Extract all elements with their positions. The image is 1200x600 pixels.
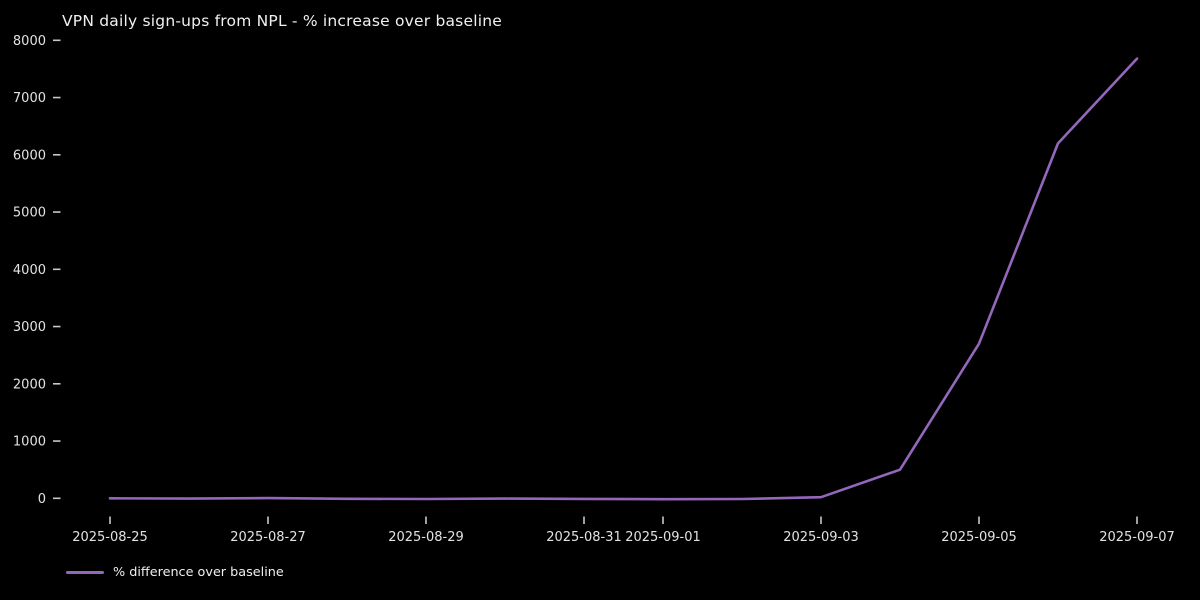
x-tick-label: 2025-09-03 (783, 530, 859, 545)
x-tick-label: 2025-08-31 (546, 530, 622, 545)
legend-label: % difference over baseline (113, 565, 284, 580)
y-tick-label: 5000 (13, 206, 46, 221)
x-tick-label: 2025-09-01 (625, 530, 701, 545)
x-tick-label: 2025-08-29 (388, 530, 464, 545)
y-tick-label: 0 (38, 492, 46, 507)
legend-line-swatch (66, 571, 104, 574)
y-tick-label: 7000 (13, 91, 46, 106)
y-tick-label: 8000 (13, 34, 46, 49)
data-line (108, 57, 1139, 501)
chart-title: VPN daily sign-ups from NPL - % increase… (62, 12, 502, 30)
y-tick-label: 1000 (13, 435, 46, 450)
x-tick-label: 2025-09-07 (1099, 530, 1175, 545)
y-tick-label: 4000 (13, 263, 46, 278)
y-tick-label: 6000 (13, 148, 46, 163)
y-tick-label: 2000 (13, 377, 46, 392)
x-tick-label: 2025-09-05 (941, 530, 1017, 545)
y-tick-label: 3000 (13, 320, 46, 335)
legend: % difference over baseline (66, 565, 284, 580)
x-tick-label: 2025-08-25 (72, 530, 148, 545)
x-tick-label: 2025-08-27 (230, 530, 306, 545)
